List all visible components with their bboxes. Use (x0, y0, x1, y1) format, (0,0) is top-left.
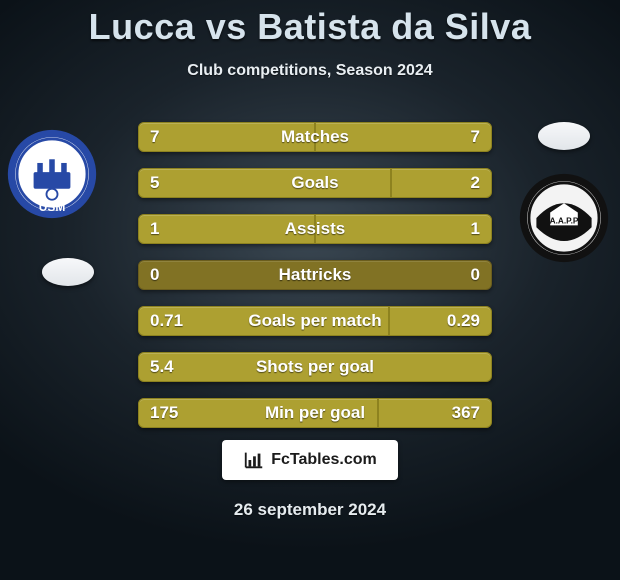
club-badge-left: USM (6, 128, 98, 220)
stat-label: Min per goal (138, 398, 492, 428)
stat-label: Goals per match (138, 306, 492, 336)
stat-row: 0.710.29Goals per match (138, 306, 492, 336)
stat-row: 5.4Shots per goal (138, 352, 492, 382)
brand-text: FcTables.com (271, 451, 377, 469)
stat-label: Assists (138, 214, 492, 244)
stat-row: 11Assists (138, 214, 492, 244)
svg-text:USM: USM (39, 200, 66, 214)
brand-chart-icon (243, 449, 265, 471)
club-crest-left-icon: USM (6, 128, 98, 220)
flag-left-icon (42, 258, 94, 286)
stat-row: 175367Min per goal (138, 398, 492, 428)
stat-label: Matches (138, 122, 492, 152)
stat-row: 00Hattricks (138, 260, 492, 290)
club-badge-right: A.A.P.P (518, 172, 610, 264)
stat-label: Shots per goal (138, 352, 492, 382)
club-crest-right-icon: A.A.P.P (518, 172, 610, 264)
stat-label: Hattricks (138, 260, 492, 290)
flag-right-icon (538, 122, 590, 150)
stat-label: Goals (138, 168, 492, 198)
brand-box: FcTables.com (222, 440, 398, 480)
stat-bars: 77Matches 52Goals 11Assists 00Hattricks 0.71… (138, 122, 492, 444)
svg-text:A.A.P.P: A.A.P.P (550, 217, 579, 226)
stat-row: 52Goals (138, 168, 492, 198)
date-text: 26 september 2024 (0, 500, 620, 520)
stat-row: 77Matches (138, 122, 492, 152)
subtitle: Club competitions, Season 2024 (0, 62, 620, 80)
page-title: Lucca vs Batista da Silva (0, 0, 620, 48)
